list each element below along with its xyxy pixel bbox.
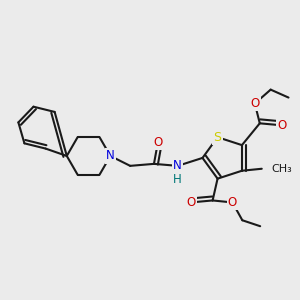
Text: S: S xyxy=(214,131,222,144)
Text: O: O xyxy=(186,196,195,209)
Text: H: H xyxy=(173,173,182,186)
Text: O: O xyxy=(153,136,163,148)
Text: N: N xyxy=(106,149,115,162)
Text: O: O xyxy=(250,97,260,110)
Text: O: O xyxy=(277,119,286,132)
Text: O: O xyxy=(228,196,237,209)
Text: N: N xyxy=(173,159,182,172)
Text: CH₃: CH₃ xyxy=(272,164,292,174)
